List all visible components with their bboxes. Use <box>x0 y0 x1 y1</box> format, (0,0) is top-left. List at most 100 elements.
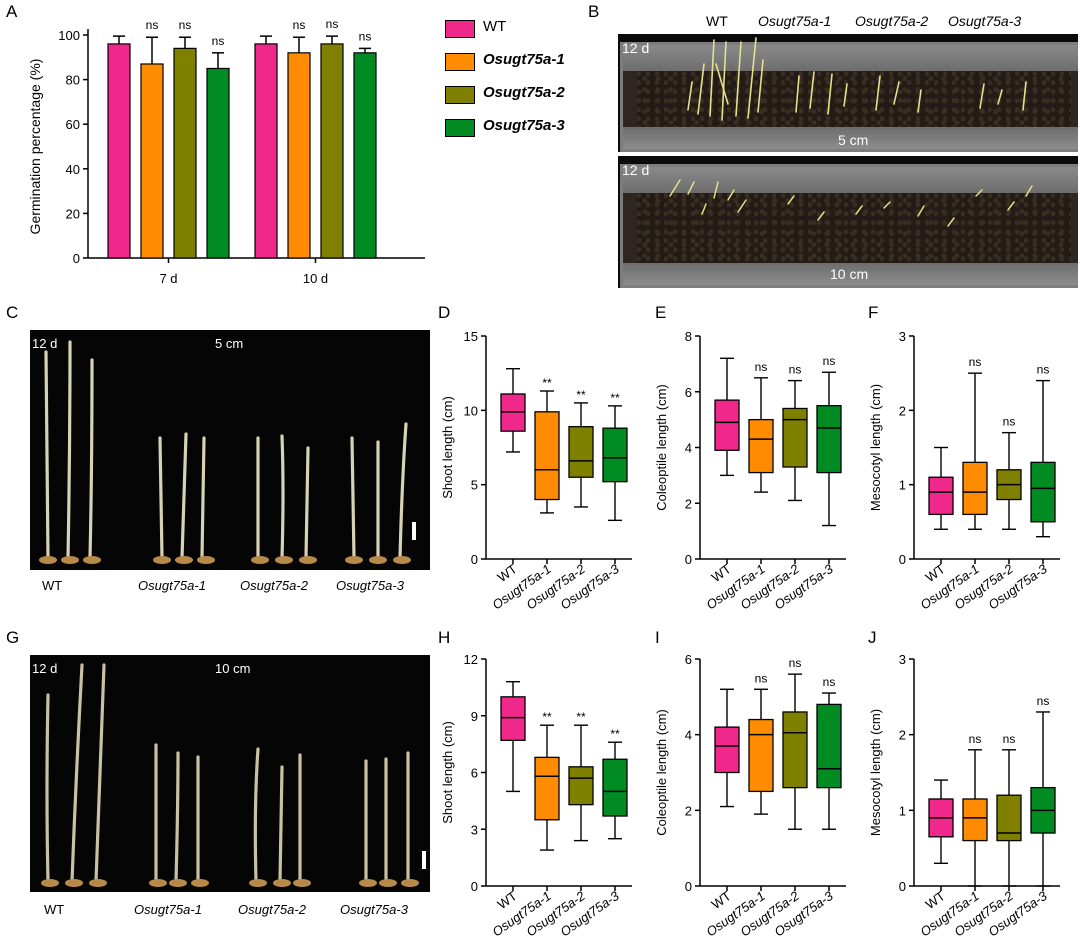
panel-letter-g: G <box>6 628 20 647</box>
legend-swatch-osugt75a-1 <box>445 53 475 71</box>
photo-g-day: 12 d <box>32 661 58 676</box>
photo-b-top-day: 12 d <box>622 40 650 56</box>
significance-label: ns <box>755 671 768 685</box>
photo-c-depth: 5 cm <box>215 336 244 351</box>
significance-label: ns <box>293 18 306 32</box>
y-tick-label: 2 <box>899 403 906 418</box>
significance-label: ** <box>610 391 620 405</box>
panel-letter-h: H <box>438 628 451 647</box>
y-axis-label: Coleoptile length (cm) <box>654 709 669 835</box>
bar <box>254 43 278 259</box>
significance-label: ** <box>576 710 586 724</box>
box <box>714 726 740 774</box>
photo-b-top-depth: 5 cm <box>838 132 869 148</box>
panel-letter-b: B <box>588 2 600 21</box>
legend-label-osugt75a-1: Osugt75a-1 <box>483 51 565 68</box>
y-tick-label: 5 <box>471 478 478 493</box>
bar <box>107 43 131 259</box>
significance-label: ns <box>146 18 159 32</box>
significance-label: ns <box>755 360 768 374</box>
legend-swatch-osugt75a-3 <box>445 119 475 137</box>
box <box>782 711 808 789</box>
legend-swatch-wt <box>445 20 475 38</box>
legend-label-osugt75a-3: Osugt75a-3 <box>483 117 565 134</box>
box <box>1030 461 1056 523</box>
y-tick-label: 9 <box>471 709 478 724</box>
bar <box>140 63 164 259</box>
photo-g-depth: 10 cm <box>215 661 251 676</box>
significance-label: ns <box>1037 363 1050 377</box>
significance-label: ns <box>823 675 836 689</box>
significance-label: ** <box>576 388 586 402</box>
photo-tray-10cm: 12 d 10 cm <box>618 156 1078 288</box>
seedlings-tray-5cm <box>687 37 1027 121</box>
photo-b-label-osugt75a-3: Osugt75a-3 <box>948 13 1022 29</box>
photo-b-label-osugt75a-1: Osugt75a-1 <box>758 13 832 29</box>
seedlings-tray-10cm <box>669 179 1033 227</box>
box <box>962 798 988 842</box>
y-axis-label: Shoot length (cm) <box>440 721 455 824</box>
y-tick-label: 60 <box>66 117 80 132</box>
photo-c-label-osugt75a-2: Osugt75a-2 <box>240 578 308 593</box>
photo-seedlings-5cm: 12 d 5 cm <box>30 330 430 570</box>
y-tick-label: 20 <box>66 206 80 221</box>
significance-label: ns <box>969 732 982 746</box>
photo-c-label-osugt75a-1: Osugt75a-1 <box>138 578 206 593</box>
photo-b-label-wt: WT <box>706 13 728 29</box>
y-tick-label: 15 <box>464 329 478 344</box>
y-tick-label: 0 <box>685 879 692 894</box>
photo-tray-5cm: 12 d 5 cm <box>618 34 1078 152</box>
photo-b-bottom-depth: 10 cm <box>830 266 869 282</box>
panel-letter-f: F <box>868 303 879 322</box>
legend-swatch-osugt75a-2 <box>445 86 475 104</box>
y-tick-label: 6 <box>685 652 692 667</box>
photo-seedlings-10cm: 12 d 10 cm <box>30 655 430 892</box>
y-axis-label: Mesocotyl length (cm) <box>868 709 883 836</box>
box <box>568 766 594 806</box>
box <box>996 794 1022 842</box>
y-tick-label: 12 <box>464 652 478 667</box>
photo-c-day: 12 d <box>32 336 58 351</box>
y-tick-label: 2 <box>685 496 692 511</box>
panel-letter-c: C <box>6 303 19 322</box>
photo-b-bottom-day: 12 d <box>622 162 650 178</box>
significance-label: ns <box>359 29 372 43</box>
photo-c-label-osugt75a-3: Osugt75a-3 <box>336 578 404 593</box>
bar <box>206 67 230 259</box>
y-tick-label: 0 <box>471 552 478 567</box>
panel-letter-j: J <box>868 628 877 647</box>
significance-label: ** <box>542 376 552 390</box>
significance-label: ** <box>610 727 620 741</box>
significance-label: ns <box>179 18 192 32</box>
seedlings-5cm-drawing <box>39 340 416 564</box>
bar <box>320 43 344 259</box>
seedlings-10cm-drawing <box>41 663 426 887</box>
y-tick-label: 4 <box>685 441 692 456</box>
photo-c-label-wt: WT <box>42 578 63 593</box>
bar <box>287 52 311 259</box>
y-tick-label: 0 <box>685 552 692 567</box>
box <box>782 407 808 468</box>
significance-label: ns <box>789 656 802 670</box>
panel-letter-a: A <box>6 2 18 21</box>
significance-label: ns <box>969 355 982 369</box>
y-tick-label: 0 <box>73 251 80 266</box>
significance-label: ns <box>823 354 836 368</box>
y-tick-label: 100 <box>58 28 80 43</box>
y-axis-label: Germination percentage (%) <box>27 59 43 235</box>
significance-label: ns <box>1003 732 1016 746</box>
photo-g-label-osugt75a-3: Osugt75a-3 <box>340 902 408 917</box>
photo-b-label-osugt75a-2: Osugt75a-2 <box>855 13 929 29</box>
y-tick-label: 2 <box>899 728 906 743</box>
legend: WT Osugt75a-1 Osugt75a-2 Osugt75a-3 <box>445 18 595 148</box>
box <box>928 476 954 516</box>
box <box>816 703 842 789</box>
significance-label: ** <box>542 710 552 724</box>
box <box>602 427 628 483</box>
significance-label: ns <box>1003 415 1016 429</box>
photo-g-label-osugt75a-1: Osugt75a-1 <box>134 902 202 917</box>
photo-b-header: WT Osugt75a-1 Osugt75a-2 Osugt75a-3 <box>618 10 1078 32</box>
